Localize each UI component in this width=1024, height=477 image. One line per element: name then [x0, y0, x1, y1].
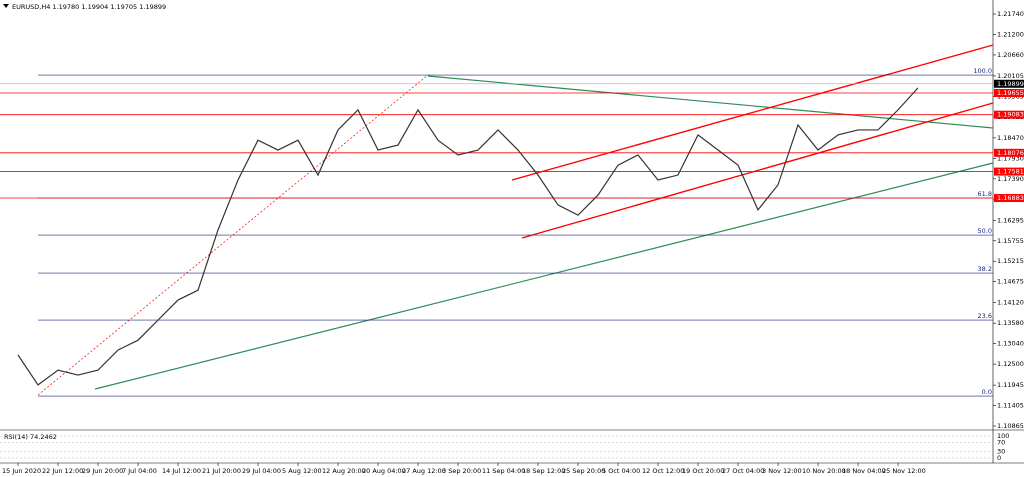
price-level-box: [994, 110, 1024, 119]
y-tick-label: 1.15215: [997, 257, 1024, 265]
y-tick-label: 1.12500: [997, 360, 1024, 368]
x-tick-label: 3 Sep 20:00: [442, 467, 481, 475]
x-tick-label: 12 Oct 12:00: [642, 467, 684, 475]
y-tick-label: 1.21740: [997, 10, 1024, 18]
x-tick-label: 18 Nov 04:00: [842, 467, 886, 475]
fib-label: 38.2: [978, 265, 992, 273]
y-tick-label: 1.15755: [997, 237, 1024, 245]
y-tick-label: 1.13040: [997, 340, 1024, 348]
channel-line: [511, 44, 994, 181]
x-tick-label: 14 Jul 12:00: [162, 467, 201, 475]
x-tick-label: 12 Aug 20:00: [322, 467, 366, 475]
price-level-label: 1.16883: [997, 194, 1024, 202]
y-tick-label: 1.16295: [997, 216, 1024, 224]
current-price-box: [994, 79, 1024, 88]
x-tick-label: 15 Jun 2020: [2, 467, 41, 475]
current-price-label: 1.19899: [997, 80, 1024, 88]
rsi-panel: RSI(14) 74.2462: [4, 433, 57, 441]
x-tick-label: 25 Sep 20:00: [562, 467, 605, 475]
price-level-box: [994, 194, 1024, 203]
y-tick-label: 1.13580: [997, 319, 1024, 327]
rsi-name: RSI(14): [4, 433, 28, 441]
price-level-label: 1.18076: [997, 149, 1024, 157]
rsi-title: RSI(14) 74.2462: [4, 433, 57, 441]
y-tick-label: 1.10865: [997, 422, 1024, 430]
x-tick-label: 27 Aug 12:00: [402, 467, 446, 475]
price-level-label: 1.17581: [997, 168, 1024, 176]
x-tick-label: 18 Sep 12:00: [522, 467, 565, 475]
price-level-box: [994, 148, 1024, 157]
y-tick-label: 1.20660: [997, 51, 1024, 59]
x-tick-label: 20 Aug 04:00: [362, 467, 406, 475]
y-tick-label: 1.21200: [997, 30, 1024, 38]
y-tick-label: 1.17930: [997, 154, 1024, 162]
x-tick-label: 10 Nov 20:00: [802, 467, 846, 475]
y-tick-label: 1.20105: [997, 72, 1024, 80]
y-tick-label: 1.14120: [997, 299, 1024, 307]
trend-line: [94, 162, 994, 390]
x-tick-label: 21 Jul 20:00: [202, 467, 241, 475]
x-tick-label: 22 Jun 12:00: [42, 467, 83, 475]
y-tick-label: 1.18470: [997, 134, 1024, 142]
y-tick-label: 1.17390: [997, 175, 1024, 183]
trend-line: [427, 75, 994, 129]
price-level-box: [994, 89, 1024, 98]
x-tick-label: 5 Oct 04:00: [602, 467, 640, 475]
x-tick-label: 25 Nov 12:00: [882, 467, 926, 475]
x-tick-label: 29 Jul 04:00: [242, 467, 281, 475]
x-tick-label: 29 Jun 20:00: [82, 467, 123, 475]
fib-label: 0.0: [982, 388, 992, 396]
y-tick-label: 1.11405: [997, 402, 1024, 410]
price-line: [17, 87, 919, 386]
fib-label: 50.0: [978, 227, 992, 235]
rsi-tick-label: 70: [997, 439, 1005, 447]
channel-line: [521, 102, 994, 239]
menu-arrow[interactable]: [3, 4, 9, 8]
x-tick-label: 3 Nov 12:00: [762, 467, 802, 475]
x-tick-label: 19 Oct 20:00: [682, 467, 724, 475]
y-tick-label: 1.14675: [997, 278, 1024, 286]
price-level-label: 1.19083: [997, 111, 1024, 119]
x-tick-label: 27 Oct 04:00: [722, 467, 764, 475]
symbol-header: EURUSD,H4 1.19780 1.19904 1.19705 1.1989…: [12, 3, 166, 11]
price-level-box: [994, 167, 1024, 176]
price-level-label: 1.19655: [997, 89, 1024, 97]
x-tick-label: 7 Jul 04:00: [122, 467, 157, 475]
fib-label: 100.0: [973, 67, 992, 75]
rsi-value: 74.2462: [30, 433, 57, 441]
rsi-tick-label: 100: [997, 432, 1009, 440]
x-tick-label: 11 Sep 04:00: [482, 467, 525, 475]
rsi-tick-label: 30: [997, 447, 1005, 455]
y-tick-label: 1.11945: [997, 381, 1024, 389]
fib-label: 23.6: [978, 312, 992, 320]
rsi-tick-label: 0: [997, 454, 1001, 462]
x-tick-label: 5 Aug 12:00: [282, 467, 322, 475]
fib-label: 61.8: [978, 190, 992, 198]
